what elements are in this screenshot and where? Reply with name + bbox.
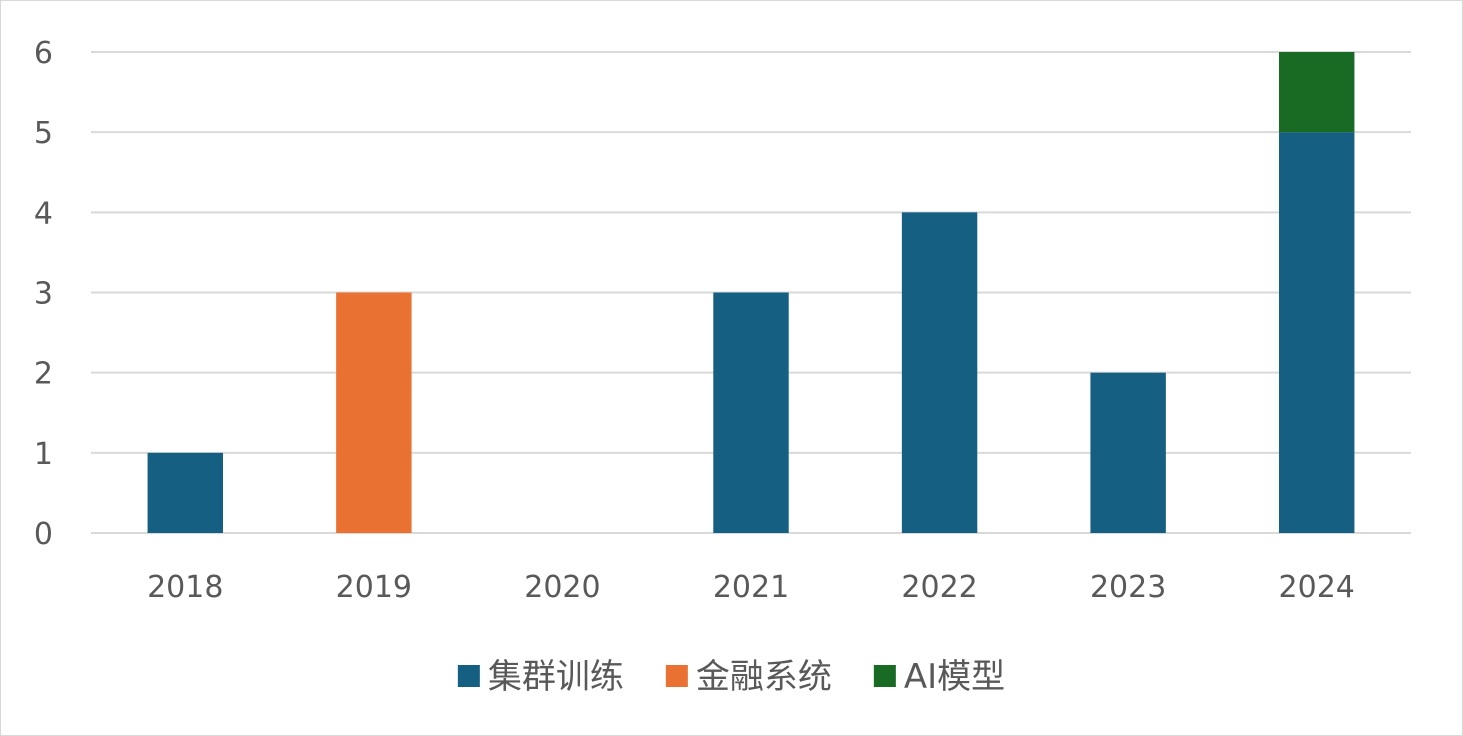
legend: 集群训练 金融系统 AI模型	[457, 657, 1005, 697]
x-tick-label: 2022	[901, 570, 977, 605]
x-axis: 2018 2019 2020 2021 2022 2023 2024	[147, 570, 1355, 605]
y-tick-label: 4	[34, 196, 53, 231]
legend-entry: 金融系统	[665, 657, 832, 697]
x-tick-label: 2021	[713, 570, 789, 605]
bar-2023-series-0	[1090, 372, 1166, 533]
x-tick-label: 2023	[1090, 570, 1166, 605]
x-tick-label: 2024	[1279, 570, 1355, 605]
bar-2024-series-2	[1279, 52, 1355, 133]
bar-2021-series-0	[713, 292, 789, 533]
legend-swatch	[457, 665, 480, 687]
bar-2024-series-0	[1279, 132, 1355, 533]
x-tick-label: 2018	[147, 570, 223, 605]
y-tick-label: 5	[34, 116, 53, 151]
legend-swatch	[873, 665, 896, 687]
y-axis: 0 1 2 3 4 5 6	[34, 36, 53, 552]
x-tick-label: 2020	[524, 570, 600, 605]
legend-label: 金融系统	[696, 657, 832, 697]
legend-entry: 集群训练	[457, 657, 624, 697]
bar-2022-series-0	[901, 212, 978, 534]
y-tick-label: 0	[34, 517, 53, 552]
bars	[147, 52, 1355, 534]
y-tick-label: 3	[34, 277, 53, 312]
bar-2019-series-1	[336, 292, 412, 533]
y-tick-label: 1	[34, 437, 53, 472]
x-tick-label: 2019	[336, 570, 412, 605]
y-tick-label: 6	[34, 36, 53, 71]
legend-label: AI模型	[904, 657, 1005, 697]
legend-label: 集群训练	[488, 657, 624, 697]
y-tick-label: 2	[34, 357, 53, 392]
legend-swatch	[665, 665, 688, 687]
bar-2018-series-0	[147, 452, 223, 533]
legend-entry: AI模型	[873, 657, 1005, 697]
